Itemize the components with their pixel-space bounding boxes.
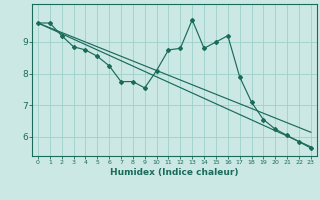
X-axis label: Humidex (Indice chaleur): Humidex (Indice chaleur)	[110, 168, 239, 177]
